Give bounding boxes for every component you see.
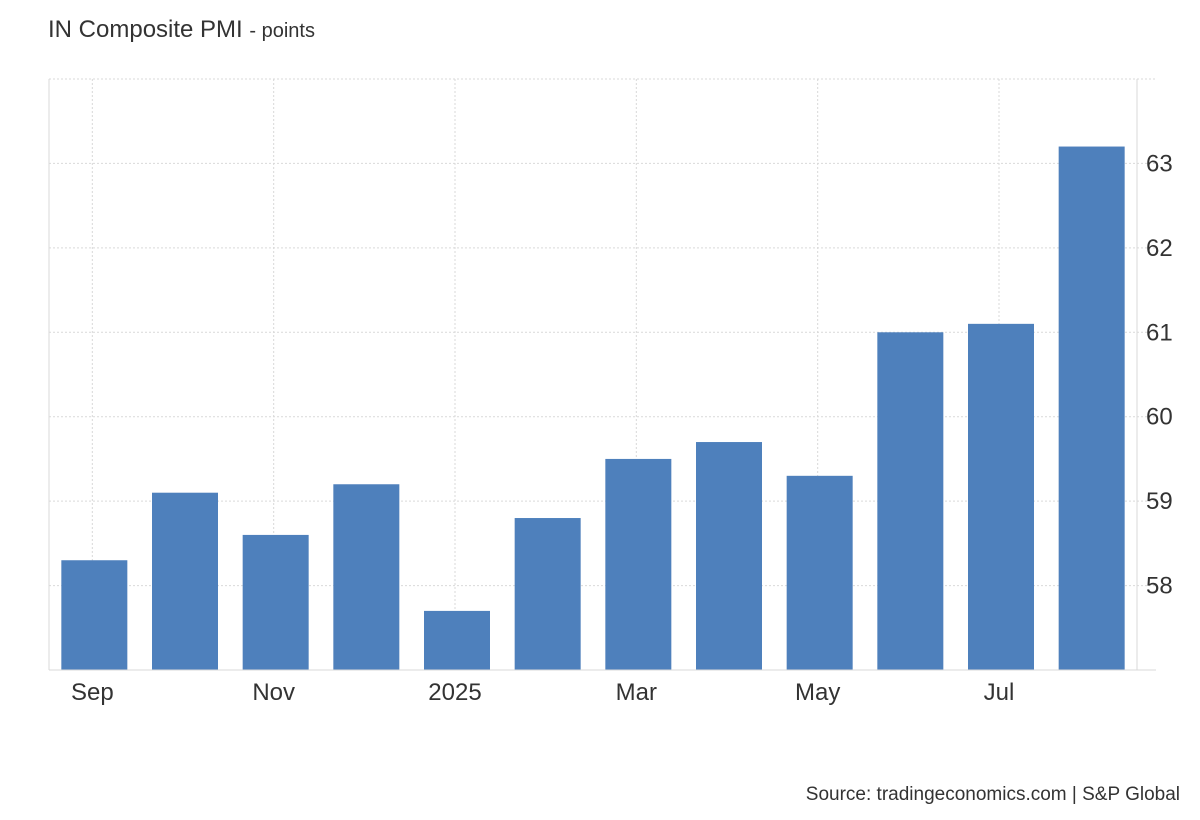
y-tick-label: 63 <box>1146 150 1173 177</box>
x-tick-label: Sep <box>71 679 114 706</box>
bar <box>968 323 1034 670</box>
bar <box>786 475 853 670</box>
y-tick-label: 59 <box>1146 488 1173 515</box>
y-tick-label: 58 <box>1146 573 1173 600</box>
y-tick-label: 60 <box>1146 404 1173 431</box>
chart-title-unit: - points <box>249 20 315 42</box>
chart-title-text: IN Composite PMI <box>48 16 243 43</box>
bar <box>696 442 762 670</box>
chart-title: IN Composite PMI - points <box>48 16 315 44</box>
x-tick-label: 2025 <box>428 679 481 706</box>
bar <box>514 518 581 670</box>
bar <box>61 560 128 670</box>
axes: 58 59 60 61 62 63 Sep Nov 2025 Mar May Jul <box>48 79 1173 706</box>
bar <box>242 534 309 670</box>
x-tick-label: Mar <box>616 679 657 706</box>
y-tick-label: 61 <box>1146 319 1173 346</box>
bar <box>877 332 944 670</box>
x-tick-label: Nov <box>252 679 295 706</box>
bar <box>424 610 490 670</box>
source-note: Source: tradingeconomics.com | S&P Globa… <box>805 784 1180 805</box>
x-tick-label: Jul <box>984 679 1015 706</box>
x-tick-label: May <box>795 679 840 706</box>
y-tick-label: 62 <box>1146 235 1173 262</box>
bar <box>1058 146 1125 671</box>
bars <box>61 146 1125 671</box>
bar <box>333 484 400 670</box>
bar <box>605 458 672 670</box>
bar <box>152 492 218 670</box>
